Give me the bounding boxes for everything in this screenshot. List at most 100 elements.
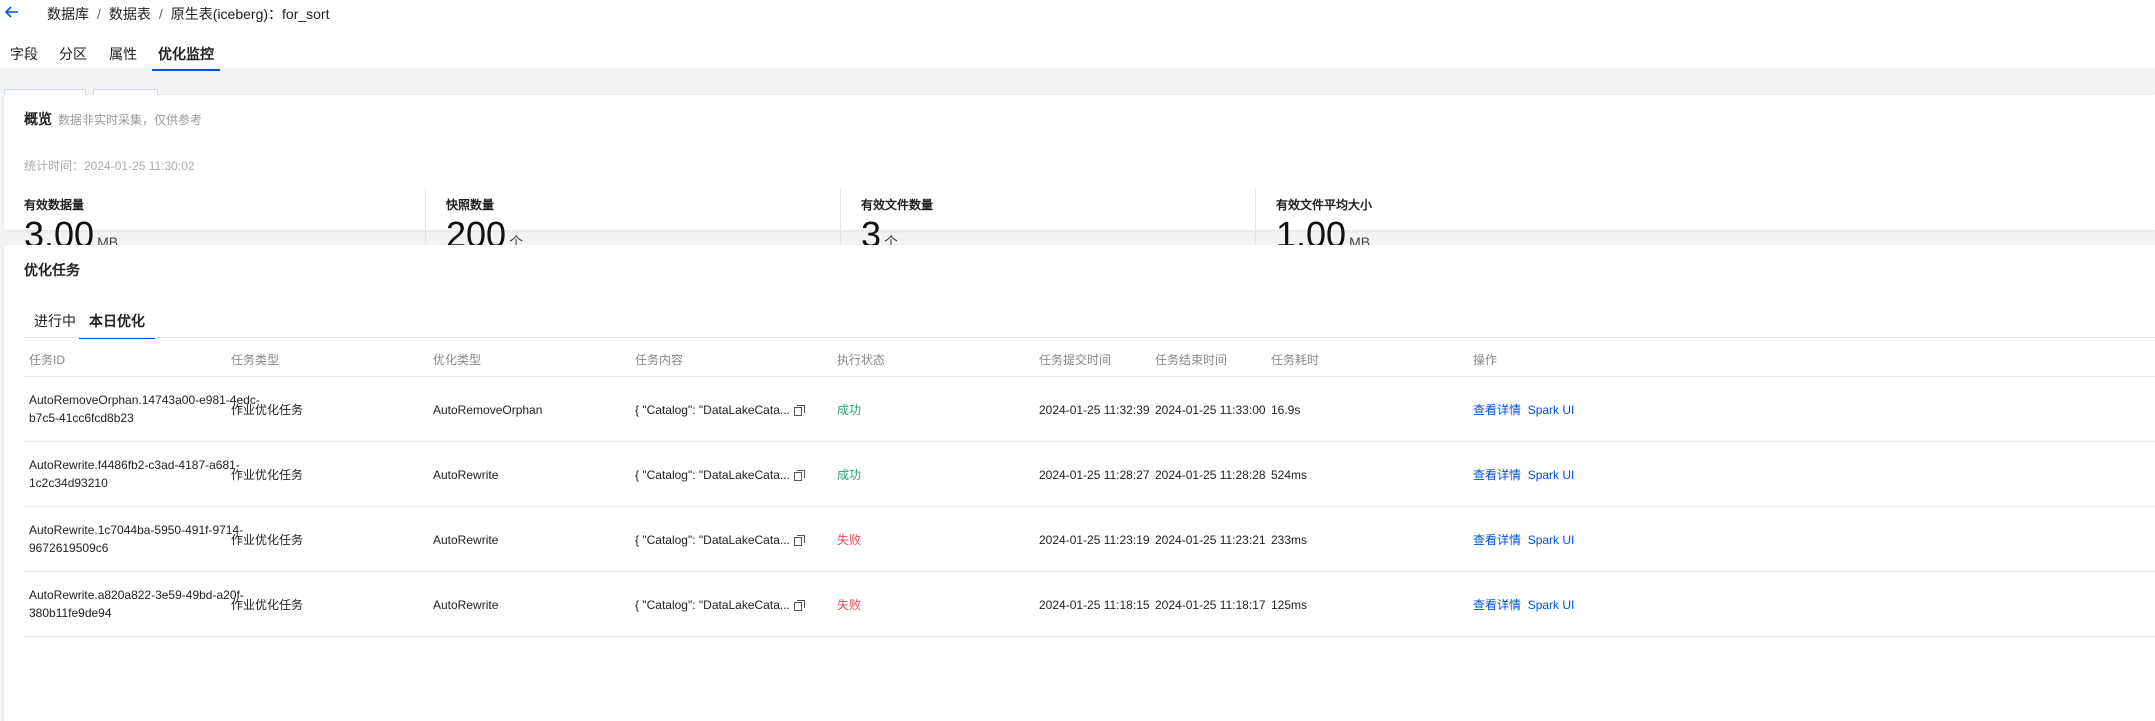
optimization-tasks-card: 优化任务 进行中 本日优化 任务ID 任务类型 优化类型 任务内容 执行状态 任… [4, 245, 2155, 721]
col-submit-time: 任务提交时间 [1039, 353, 1112, 367]
copy-icon[interactable] [793, 405, 805, 416]
col-content: 任务内容 [635, 353, 684, 367]
tasks-title: 优化任务 [24, 262, 80, 278]
breadcrumb: 数据库 / 数据表 / 原生表(iceberg)：for_sort [47, 4, 329, 24]
col-actions: 操作 [1473, 353, 1498, 367]
task-id-line2: 1c2c34d93210 [29, 476, 108, 490]
submit-time: 2024-01-25 11:18:15 [1039, 598, 1150, 612]
task-content: { "Catalog": "DataLakeCata... [635, 531, 805, 549]
submit-time: 2024-01-25 11:32:39 [1039, 403, 1150, 417]
col-status: 执行状态 [837, 353, 886, 367]
submit-time: 2024-01-25 11:28:27 [1039, 468, 1150, 482]
tab-partitions[interactable]: 分区 [59, 46, 87, 62]
view-detail-link[interactable]: 查看详情 [1473, 468, 1522, 482]
task-id: AutoRewrite.1c7044ba-5950-491f-9714- 9672… [29, 521, 279, 557]
stat-label: 有效文件平均大小 [1276, 198, 1373, 212]
subtab-in-progress[interactable]: 进行中 [34, 313, 76, 329]
overview-heading: 概览 [24, 111, 52, 127]
opt-type: AutoRemoveOrphan [433, 403, 543, 417]
stat-time: 统计时间：2024-01-25 11:30:02 [24, 159, 195, 173]
duration: 524ms [1271, 468, 1308, 482]
task-type: 作业优化任务 [231, 468, 304, 482]
submit-time: 2024-01-25 11:23:19 [1039, 533, 1150, 547]
spark-ui-link[interactable]: Spark UI [1527, 403, 1575, 417]
stat-label: 快照数量 [446, 198, 495, 212]
table-row: AutoRewrite.1c7044ba-5950-491f-9714- 9672… [24, 507, 2155, 572]
end-time: 2024-01-25 11:33:00 [1155, 403, 1266, 417]
col-duration: 任务耗时 [1271, 353, 1320, 367]
view-detail-link[interactable]: 查看详情 [1473, 598, 1522, 612]
opt-type: AutoRewrite [433, 533, 499, 547]
task-id-line1: AutoRewrite.1c7044ba-5950-491f-9714- [29, 523, 244, 537]
task-id: AutoRewrite.f4486fb2-c3ad-4187-a681- 1c2c… [29, 456, 279, 492]
task-type: 作业优化任务 [231, 533, 304, 547]
spark-ui-link[interactable]: Spark UI [1527, 468, 1575, 482]
table-row: AutoRewrite.a820a822-3e59-49bd-a20f- 380b… [24, 572, 2155, 637]
opt-type: AutoRewrite [433, 468, 499, 482]
task-content: { "Catalog": "DataLakeCata... [635, 596, 805, 614]
spark-ui-link[interactable]: Spark UI [1527, 598, 1575, 612]
tab-optimization-monitor[interactable]: 优化监控 [152, 46, 220, 71]
back-arrow-icon[interactable] [4, 4, 20, 20]
stat-label: 有效数据量 [24, 198, 85, 212]
status-badge: 成功 [837, 468, 862, 482]
breadcrumb-separator: / [158, 6, 163, 22]
opt-type: AutoRewrite [433, 598, 499, 612]
end-time: 2024-01-25 11:28:28 [1155, 468, 1266, 482]
top-bar: 数据库 / 数据表 / 原生表(iceberg)：for_sort 字段 分区 属性 优… [0, 0, 2155, 71]
task-id-line2: 380b11fe9de94 [29, 606, 112, 620]
table-row: AutoRemoveOrphan.14743a00-e981-4edc-b7c5… [24, 377, 2155, 442]
task-id: AutoRewrite.a820a822-3e59-49bd-a20f- 380b… [29, 586, 279, 622]
end-time: 2024-01-25 11:18:17 [1155, 598, 1266, 612]
stat-number: 3 [861, 214, 882, 255]
copy-icon[interactable] [793, 470, 805, 481]
overview-hint: 数据非实时采集，仅供参考 [58, 113, 203, 127]
col-end-time: 任务结束时间 [1155, 353, 1228, 367]
task-content-text: { "Catalog": "DataLakeCata... [635, 533, 790, 547]
duration: 16.9s [1271, 403, 1301, 417]
breadcrumb-table[interactable]: 数据表 [108, 6, 151, 22]
task-id-line2: 9672619509c6 [29, 541, 109, 555]
col-opt-type: 优化类型 [433, 353, 482, 367]
row-actions: 查看详情 Spark UI [1473, 466, 1574, 484]
task-content-text: { "Catalog": "DataLakeCata... [635, 468, 790, 482]
task-type: 作业优化任务 [231, 403, 304, 417]
spark-ui-link[interactable]: Spark UI [1527, 533, 1575, 547]
duration: 233ms [1271, 533, 1308, 547]
tasks-table: 任务ID 任务类型 优化类型 任务内容 执行状态 任务提交时间 任务结束时间 任… [24, 337, 2155, 637]
task-id-line1: AutoRewrite.a820a822-3e59-49bd-a20f- [29, 588, 244, 602]
row-actions: 查看详情 Spark UI [1473, 401, 1574, 419]
col-task-type: 任务类型 [231, 353, 280, 367]
task-id: AutoRemoveOrphan.14743a00-e981-4edc-b7c5… [29, 391, 279, 427]
status-badge: 成功 [837, 403, 862, 417]
copy-icon[interactable] [793, 600, 805, 611]
overview-title: 概览 数据非实时采集，仅供参考 [24, 109, 202, 129]
subtab-today[interactable]: 本日优化 [79, 313, 155, 339]
breadcrumb-current: 原生表(iceberg)：for_sort [170, 6, 330, 22]
stat-label: 有效文件数量 [861, 198, 934, 212]
table-header: 任务ID 任务类型 优化类型 任务内容 执行状态 任务提交时间 任务结束时间 任… [24, 337, 2155, 377]
row-actions: 查看详情 Spark UI [1473, 531, 1574, 549]
task-id-line1: AutoRemoveOrphan.14743a00-e981-4edc- [29, 393, 260, 407]
task-content: { "Catalog": "DataLakeCata... [635, 466, 805, 484]
view-detail-link[interactable]: 查看详情 [1473, 533, 1522, 547]
breadcrumb-database[interactable]: 数据库 [47, 6, 89, 22]
task-id-line2: b7c5-41cc6fcd8b23 [29, 411, 134, 425]
task-content-text: { "Catalog": "DataLakeCata... [635, 403, 790, 417]
tab-properties[interactable]: 属性 [109, 46, 137, 62]
table-row: AutoRewrite.f4486fb2-c3ad-4187-a681- 1c2c… [24, 442, 2155, 507]
duration: 125ms [1271, 598, 1308, 612]
col-task-id: 任务ID [29, 353, 66, 367]
tab-fields[interactable]: 字段 [10, 46, 38, 62]
row-actions: 查看详情 Spark UI [1473, 596, 1574, 614]
copy-icon[interactable] [793, 535, 805, 546]
status-badge: 失败 [837, 598, 862, 612]
task-content-text: { "Catalog": "DataLakeCata... [635, 598, 790, 612]
task-content: { "Catalog": "DataLakeCata... [635, 401, 805, 419]
overview-card: 概览 数据非实时采集，仅供参考 统计时间：2024-01-25 11:30:02 … [4, 95, 2155, 263]
view-detail-link[interactable]: 查看详情 [1473, 403, 1522, 417]
task-type: 作业优化任务 [231, 598, 304, 612]
status-badge: 失败 [837, 533, 862, 547]
breadcrumb-separator: / [97, 6, 101, 22]
